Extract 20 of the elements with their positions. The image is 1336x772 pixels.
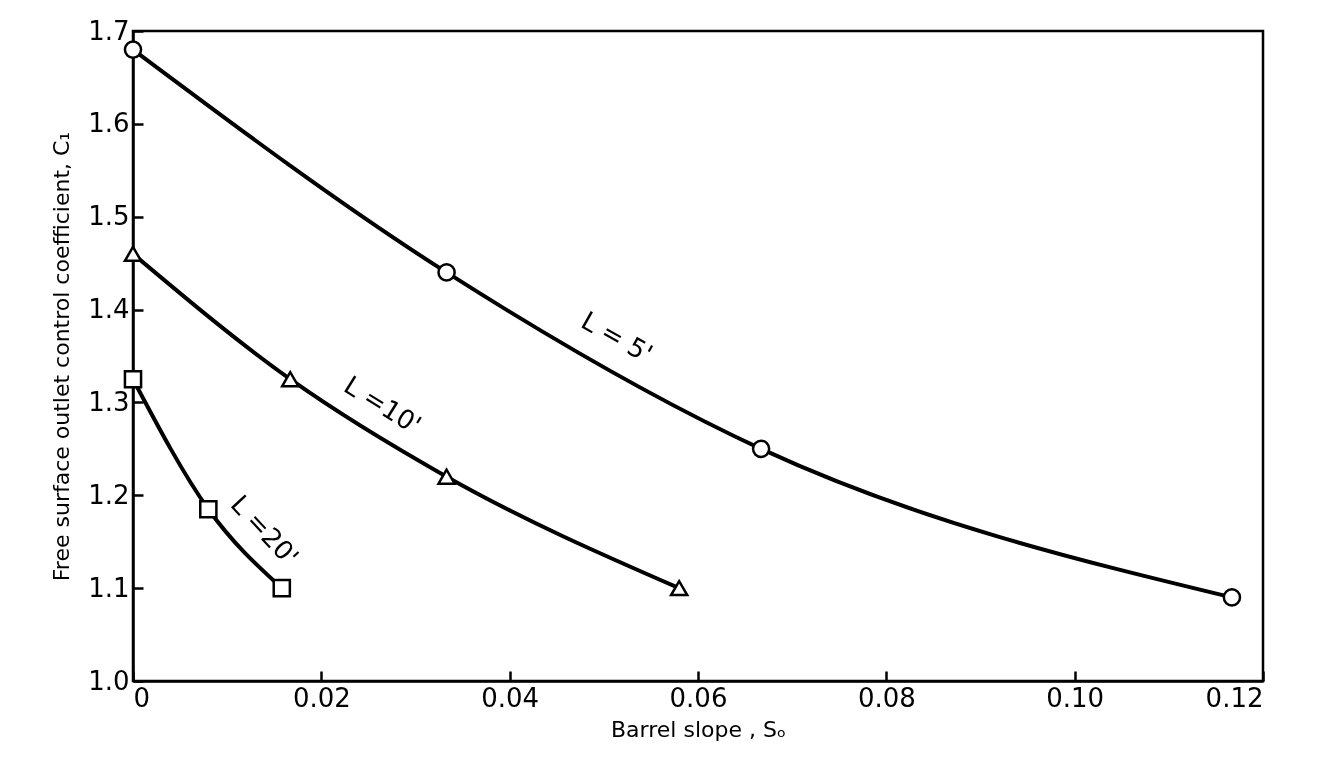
y-tick-label: 1.6 — [88, 108, 130, 139]
x-axis-title: Barrel slope , Sₒ — [610, 716, 787, 742]
y-tick-label: 1.3 — [88, 386, 130, 417]
x-tick-label: 0.12 — [1205, 682, 1264, 713]
y-tick-label: 1.7 — [88, 15, 130, 46]
y-tick-label: 1.4 — [88, 294, 130, 325]
text: L = 5' — [576, 305, 658, 369]
y-tick-label: 1.1 — [88, 572, 130, 603]
y-axis-title: Free surface outlet control coefficient, C₁ — [49, 131, 75, 582]
text: L =20' — [224, 489, 305, 572]
x-tick-label: 0.02 — [292, 682, 351, 713]
x-tick-label: 0 — [133, 682, 151, 713]
text: L =10' — [338, 369, 427, 441]
x-tick-label: 0.04 — [481, 682, 540, 713]
y-tick-label: 1.5 — [88, 201, 130, 232]
y-tick-label: 1.0 — [88, 665, 130, 696]
x-tick-label: 0.06 — [669, 682, 728, 713]
y-tick-label: 1.2 — [88, 479, 130, 510]
x-tick-label: 0.08 — [857, 682, 916, 713]
x-tick-label: 0.10 — [1046, 682, 1105, 713]
